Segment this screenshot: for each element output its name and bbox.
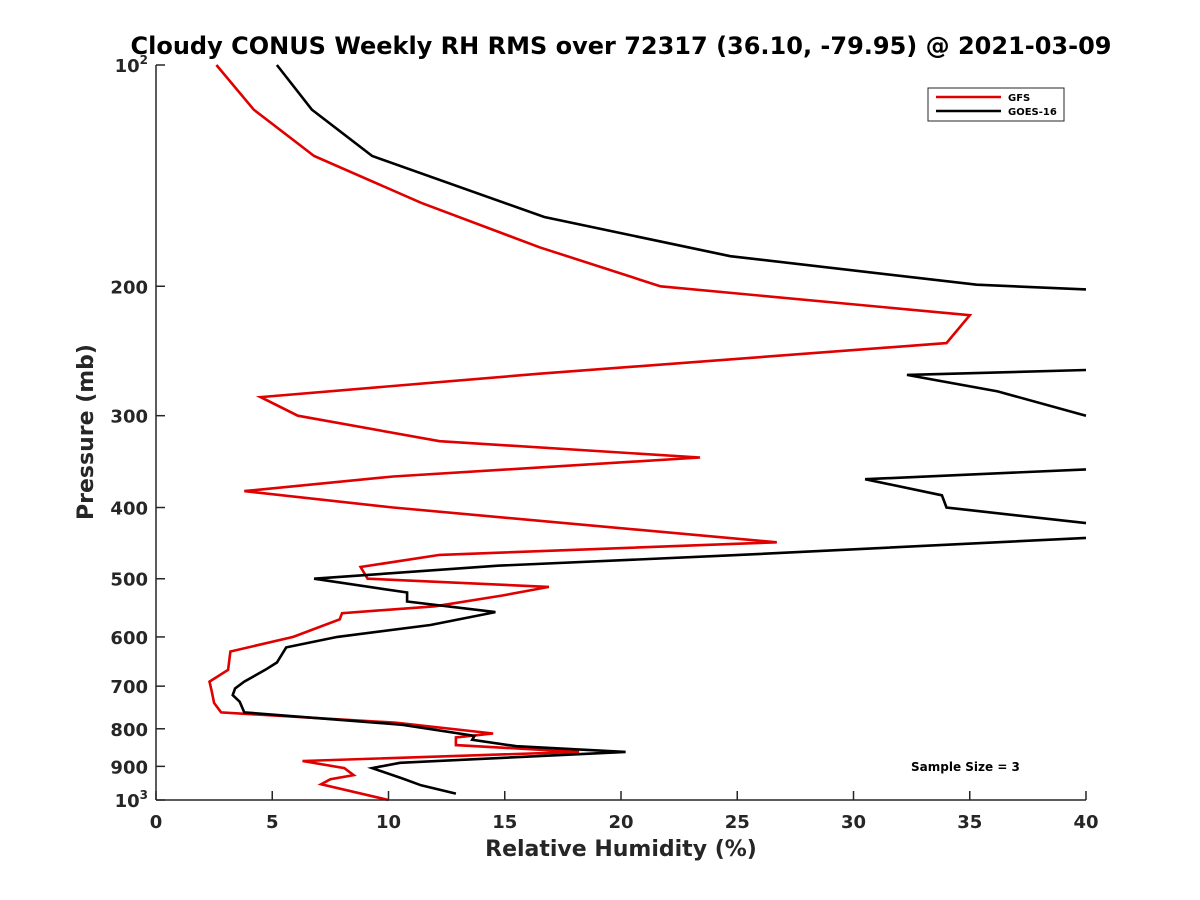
legend-label-gfs: GFS	[1008, 93, 1030, 104]
legend-label-goes-16: GOES-16	[1008, 107, 1057, 118]
y-tick-label: 400	[110, 499, 148, 520]
plot-area: 0 5 10 15 20 25 30 35 40 102 200 300 400 500 600 700 80…	[110, 53, 1098, 833]
x-tick-label: 15	[492, 812, 517, 833]
x-tick-label: 0	[150, 812, 163, 833]
x-axis-ticks: 0 5 10 15 20 25 30 35 40	[150, 791, 1099, 833]
y-tick-label: 103	[115, 788, 148, 812]
x-tick-label: 20	[608, 812, 633, 833]
x-tick-label: 30	[841, 812, 866, 833]
y-tick-label: 800	[110, 720, 148, 741]
y-axis-label: Pressure (mb)	[74, 344, 99, 520]
x-tick-label: 40	[1073, 812, 1098, 833]
y-tick-label: 200	[110, 277, 148, 298]
legend-box	[927, 87, 1065, 122]
x-tick-label: 5	[266, 812, 279, 833]
y-tick-label: 600	[110, 628, 148, 649]
y-tick-label: 300	[110, 407, 148, 428]
legend: GFS GOES-16	[927, 87, 1065, 122]
series-line-goes-16	[231, 64, 1087, 795]
x-axis-label: Relative Humidity (%)	[485, 837, 757, 862]
chart-title: Cloudy CONUS Weekly RH RMS over 72317 (3…	[131, 32, 1112, 60]
y-tick-label: 900	[110, 757, 148, 778]
plot-background	[156, 65, 1086, 800]
y-tick-label: 500	[110, 570, 148, 591]
x-tick-label: 25	[725, 812, 750, 833]
y-tick-label: 102	[115, 53, 148, 77]
sample-size-annotation: Sample Size = 3	[911, 760, 1020, 774]
y-axis-ticks: 102 200 300 400 500 600 700 800 900 103	[110, 53, 165, 812]
series-line-gfs	[208, 64, 973, 802]
x-tick-label: 10	[376, 812, 401, 833]
x-tick-label: 35	[957, 812, 982, 833]
y-tick-label: 700	[110, 677, 148, 698]
series-layer	[208, 64, 1087, 802]
